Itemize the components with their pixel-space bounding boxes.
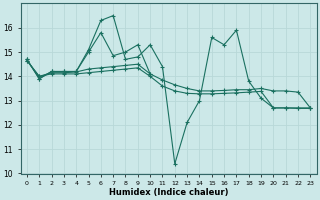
X-axis label: Humidex (Indice chaleur): Humidex (Indice chaleur) bbox=[109, 188, 228, 197]
